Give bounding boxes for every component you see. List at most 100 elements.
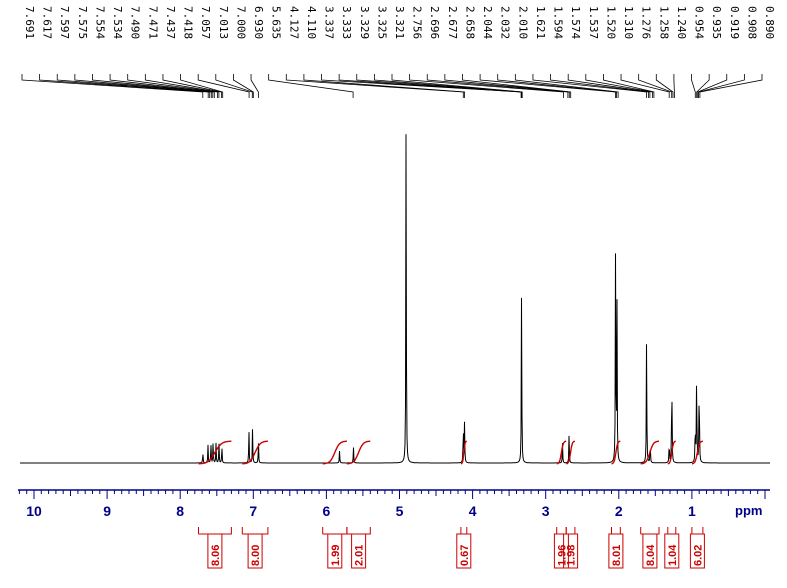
peak-label: 2.756 — [411, 6, 424, 39]
axis-tick-label: 7 — [249, 503, 257, 519]
integral-value: 1.04 — [667, 544, 679, 566]
peak-label: 2.032 — [499, 6, 512, 39]
axis-tick-label: 2 — [615, 503, 623, 519]
peak-label-connector — [497, 74, 617, 98]
peak-label-connector — [162, 74, 222, 98]
peak-label-connector — [550, 74, 649, 98]
integral-bracket — [665, 527, 678, 535]
integral-label-box — [247, 533, 263, 569]
axis-tick-label: 4 — [469, 503, 477, 519]
peak-label: 7.057 — [199, 6, 212, 39]
peak-label-connector — [532, 74, 647, 98]
peak-label: 7.575 — [76, 6, 89, 39]
integral-curve — [691, 440, 704, 465]
peak-label: 7.471 — [146, 6, 159, 39]
peak-label-connector — [514, 74, 619, 98]
axis-tick-label: 8 — [176, 503, 184, 519]
integral-label-box — [642, 533, 658, 569]
integral-curve — [667, 440, 676, 465]
integral-value: 8.01 — [611, 545, 623, 566]
peak-label: 4.110 — [305, 6, 318, 39]
peak-label: 7.013 — [217, 6, 230, 39]
peak-label: 0.908 — [745, 6, 758, 39]
peak-label: 0.890 — [763, 6, 776, 39]
peak-label: 7.691 — [23, 6, 36, 39]
peak-label-connector — [197, 74, 250, 98]
peak-label: 1.574 — [569, 6, 582, 39]
peak-label: 1.594 — [552, 6, 565, 39]
peak-label-connector — [39, 74, 209, 98]
peak-label-connector — [638, 74, 673, 98]
peak-label-connector — [409, 74, 564, 98]
integral-label-box — [207, 533, 223, 569]
integral-bracket — [322, 527, 348, 535]
peak-label-connector — [567, 74, 651, 98]
peak-label-connector — [233, 74, 254, 98]
peak-label: 1.276 — [640, 6, 653, 39]
peak-label-connector — [74, 74, 212, 98]
integral-value: 6.02 — [692, 545, 704, 566]
peak-label: 2.010 — [516, 6, 529, 39]
integral-value: 2.01 — [354, 545, 366, 566]
axis-tick-label: 5 — [396, 503, 404, 519]
integral-label-box — [553, 533, 569, 569]
axis-unit-label: ppm — [735, 503, 762, 518]
peak-label-connector — [698, 74, 745, 98]
peak-label: 0.919 — [728, 6, 741, 39]
peak-label-connector — [92, 74, 214, 98]
peak-label-connector — [462, 74, 572, 98]
peak-label: 3.325 — [375, 6, 388, 39]
peak-label: 3.333 — [340, 6, 353, 39]
peak-label-connector — [109, 74, 215, 98]
integral-value: 8.04 — [645, 544, 657, 566]
peak-label: 1.537 — [587, 6, 600, 39]
peak-labels: 7.691 7.617 7.597 7.575 7.554 7.534 7.490 7.471… — [23, 6, 776, 39]
peak-label: 7.534 — [111, 6, 124, 39]
peak-label: 3.329 — [358, 6, 371, 39]
integral-curve — [242, 440, 268, 465]
integral-bracket — [564, 527, 577, 535]
integral-bracket — [555, 527, 568, 535]
peak-label: 1.621 — [534, 6, 547, 39]
peak-label-connector — [426, 74, 569, 98]
axis-tick-label: 3 — [542, 503, 550, 519]
axis-tick-label: 6 — [323, 503, 331, 519]
axis-tick-label: 1 — [688, 503, 696, 519]
peak-label: 1.520 — [604, 6, 617, 39]
integral-curve — [640, 440, 660, 465]
peak-label-connector — [696, 74, 710, 98]
peak-label-connector — [268, 74, 354, 98]
peak-label: 1.240 — [675, 6, 688, 39]
integral-curve — [322, 440, 347, 465]
integral-bracket — [691, 527, 704, 535]
peak-label-connectors — [21, 74, 763, 98]
peak-label-connector — [699, 74, 763, 98]
peak-label: 2.658 — [463, 6, 476, 39]
peak-label-connector — [603, 74, 655, 98]
integral-value: 1.99 — [330, 545, 342, 566]
integral-curves — [198, 440, 704, 465]
peak-label-connector — [215, 74, 253, 98]
integral-bracket — [241, 527, 269, 535]
integral-value: 1.98 — [566, 545, 578, 566]
peak-label-connector — [21, 74, 204, 98]
axis-tick-labels: 10 9 8 7 6 5 4 3 2 1 — [26, 503, 696, 519]
peak-label: 7.000 — [234, 6, 247, 39]
peak-label-connector — [180, 74, 224, 98]
peak-label: 7.597 — [58, 6, 71, 39]
integral-label-box — [456, 533, 472, 569]
peak-label: 2.696 — [428, 6, 441, 39]
integral-bracket — [198, 527, 232, 535]
peak-label: 7.490 — [129, 6, 142, 39]
integral-bracket — [609, 527, 622, 535]
integral-curve — [346, 440, 371, 465]
integral-label-box — [689, 533, 705, 569]
peak-label-connector — [691, 74, 696, 98]
peak-label: 3.337 — [323, 6, 336, 39]
integral-value: 1.96 — [556, 545, 568, 566]
integral-bracket — [346, 527, 371, 535]
integral-value: 0.67 — [459, 545, 471, 566]
peak-label-connector — [56, 74, 211, 98]
integral-curve — [566, 440, 576, 465]
